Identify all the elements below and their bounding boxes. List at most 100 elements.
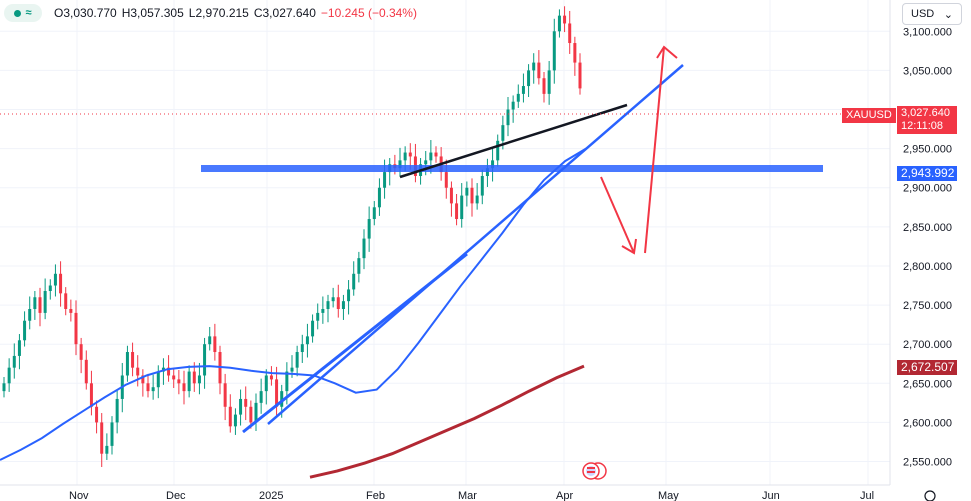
candle-body	[17, 340, 21, 356]
candle-body	[74, 312, 78, 345]
trend-line-black[interactable]	[399, 103, 628, 179]
time-axis[interactable]: Nov Dec 2025 Feb Mar Apr May Jun Jul	[69, 490, 874, 501]
candle-body	[568, 23, 572, 44]
candle-body	[280, 391, 284, 407]
candle-body	[480, 176, 484, 196]
y-tick-label: 2,800.000	[903, 261, 952, 273]
candle-body	[187, 371, 191, 392]
candle-body	[275, 379, 279, 407]
candle-body	[336, 297, 340, 309]
candle-body	[182, 383, 186, 392]
candle-body	[59, 273, 63, 294]
candle-body	[79, 344, 83, 360]
economic-event-icon[interactable]	[582, 462, 607, 480]
symbol-tag: XAUUSD	[842, 108, 896, 123]
candle-body	[357, 258, 361, 274]
candle-body	[43, 291, 47, 313]
y-tick-label: 2,600.000	[903, 417, 952, 429]
y-tick-label: 2,650.000	[903, 378, 952, 390]
trend-line-upper[interactable]	[267, 64, 684, 425]
candle-body	[516, 93, 520, 102]
candle-body	[341, 301, 345, 309]
candle-body	[48, 285, 52, 291]
candle-body	[557, 15, 561, 32]
candle-body	[403, 152, 407, 161]
candle-body	[233, 414, 237, 427]
price-axis[interactable]: 2,550.000 2,600.000 2,650.000 2,700.000 2,75…	[903, 26, 952, 468]
candle-body	[362, 238, 366, 259]
candle-body	[192, 371, 196, 384]
candle-body	[347, 289, 351, 302]
support-level-tag: 2,943.992	[897, 166, 957, 181]
candle-body	[424, 160, 428, 165]
candle-body	[125, 352, 129, 376]
x-tick-label: Jul	[860, 490, 874, 501]
candle-body	[455, 203, 459, 220]
candle-body	[311, 320, 315, 337]
currency-select[interactable]: USD ⌄	[902, 3, 962, 25]
x-tick-label: May	[658, 490, 679, 501]
x-tick-label: Dec	[166, 490, 186, 501]
candle-body	[460, 195, 464, 220]
chevron-down-icon: ⌄	[943, 8, 953, 21]
candle-body	[69, 308, 73, 313]
candle-body	[444, 172, 448, 188]
y-tick-label: 3,100.000	[903, 26, 952, 38]
candle-body	[28, 308, 32, 321]
moving-average-blue	[0, 147, 587, 461]
candle-body	[151, 387, 155, 392]
projection-arrow[interactable]	[600, 176, 635, 254]
status-dot-icon	[14, 9, 22, 17]
candle-body	[203, 344, 207, 376]
candle-body	[331, 297, 335, 302]
candle-body	[110, 422, 114, 446]
candle-body	[249, 406, 253, 423]
y-tick-label: 2,700.000	[903, 339, 952, 351]
candle-body	[84, 359, 88, 384]
candle-body	[228, 406, 232, 427]
open-value: O3,030.770	[54, 6, 117, 20]
candle-body	[259, 391, 263, 403]
candle-body	[352, 273, 356, 290]
candle-body	[295, 352, 299, 368]
candle-body	[521, 86, 525, 94]
y-tick-label: 2,750.000	[903, 300, 952, 312]
candle-body	[172, 375, 176, 380]
settings-icon[interactable]	[924, 490, 936, 501]
symbol-status-button[interactable]: ≈	[4, 4, 42, 22]
candle-body	[542, 78, 546, 94]
candle-body	[100, 422, 104, 454]
candle-body	[377, 187, 381, 208]
high-value: H3,057.305	[121, 6, 184, 20]
candle-body	[208, 336, 212, 345]
candle-body	[23, 320, 27, 341]
candle-body	[131, 352, 135, 368]
projection-arrow-up[interactable]	[644, 46, 665, 254]
candle-body	[372, 207, 376, 220]
candle-body	[213, 336, 217, 353]
candle-body	[547, 70, 551, 94]
candle-body	[254, 402, 258, 423]
ohlc-legend: ≈ O3,030.770 H3,057.305 L2,970.215 C3,02…	[4, 4, 422, 22]
candle-body	[485, 168, 489, 177]
candle-body	[321, 308, 325, 313]
candle-body	[300, 344, 304, 353]
candle-body	[2, 383, 6, 392]
candle-body	[408, 152, 412, 157]
candle-body	[496, 140, 500, 161]
support-zone[interactable]	[201, 165, 823, 172]
candle-body	[429, 152, 433, 161]
candle-body	[491, 160, 495, 169]
candle-body	[398, 160, 402, 169]
close-value: C3,027.640	[253, 6, 316, 20]
candle-body	[285, 371, 289, 392]
candle-body	[33, 297, 37, 309]
candle-body	[12, 355, 16, 368]
y-tick-label: 3,050.000	[903, 65, 952, 77]
candle-body	[449, 187, 453, 204]
x-tick-label: Nov	[69, 490, 89, 501]
x-tick-label: Jun	[762, 490, 780, 501]
candle-body	[53, 273, 57, 286]
candle-body	[511, 101, 515, 110]
